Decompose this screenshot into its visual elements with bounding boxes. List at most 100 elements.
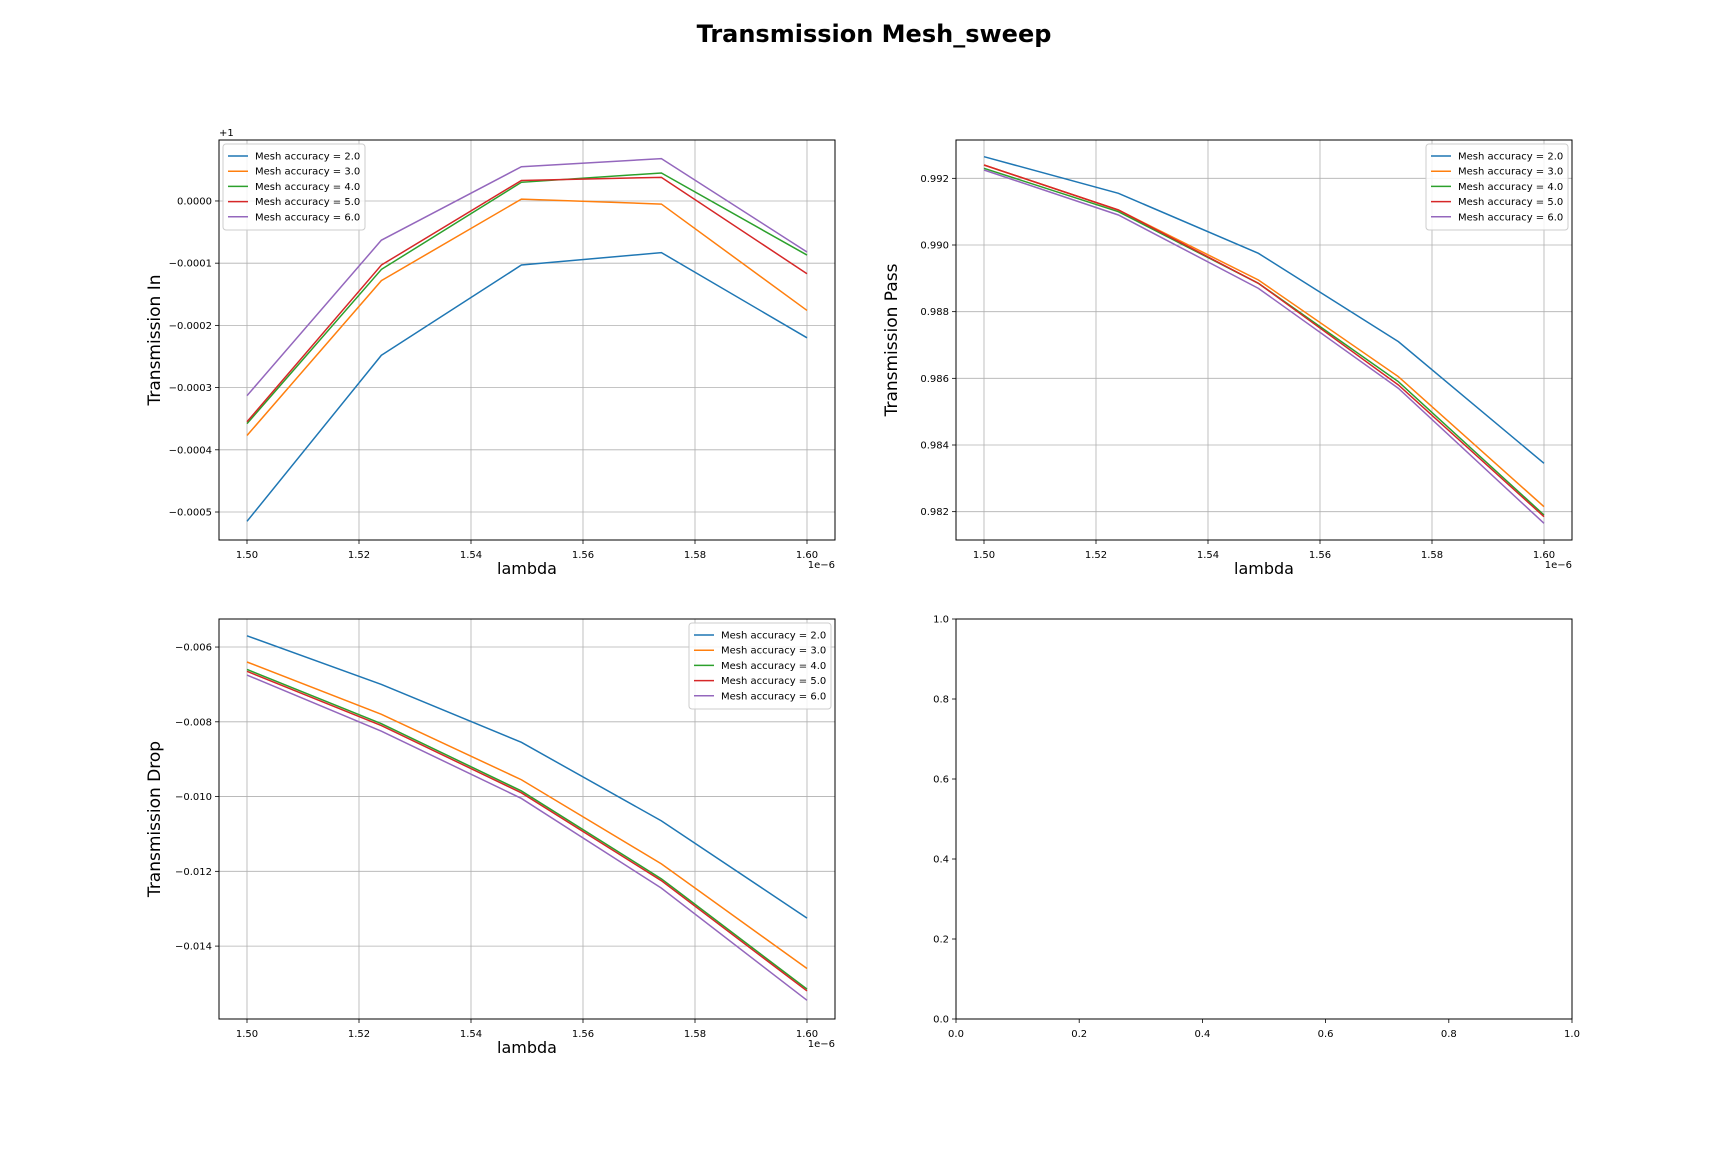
figure-title: Transmission Mesh_sweep <box>697 20 1052 48</box>
legend: Mesh accuracy = 2.0 Mesh accuracy = 3.0 Me… <box>1425 143 1569 231</box>
legend: Mesh accuracy = 2.0 Mesh accuracy = 3.0 Me… <box>688 622 832 710</box>
y-tick-label: −0.008 <box>175 717 212 728</box>
legend-label-5: Mesh accuracy = 6.0 <box>721 691 826 702</box>
series-line-4 <box>246 176 808 423</box>
y-tick-label: 0.4 <box>933 855 949 866</box>
axes-frame <box>955 139 1573 541</box>
x-tick-label: 1.52 <box>348 1029 370 1040</box>
panel-transmission-in: 1.50 1.52 1.54 1.56 1.58 1.60 0.0000 −0.0001 −0.… <box>145 128 836 578</box>
y-tick-label: −0.010 <box>175 792 212 803</box>
legend-label-4: Mesh accuracy = 5.0 <box>721 676 826 687</box>
series-line-2 <box>246 198 808 436</box>
y-tick-label: 0.988 <box>920 307 949 318</box>
series-line-1 <box>246 635 808 919</box>
series-line-5 <box>246 674 808 1001</box>
series-line-3 <box>246 172 808 425</box>
legend-box <box>1425 143 1569 231</box>
legend-label-2: Mesh accuracy = 3.0 <box>255 167 360 178</box>
panel-transmission-pass: 1.50 1.52 1.54 1.56 1.58 1.60 0.982 0.984 0.986 0… <box>882 139 1573 578</box>
x-axis-label: lambda <box>497 1038 557 1057</box>
x-tick-label: 1.60 <box>1533 550 1555 561</box>
x-tick-label: 1.50 <box>236 1029 258 1040</box>
y-tick-label: 0.8 <box>933 695 949 706</box>
x-tick-label: 0.8 <box>1441 1029 1457 1040</box>
x-offset-text: 1e−6 <box>808 560 835 571</box>
y-tick-label: 0.990 <box>920 241 949 252</box>
legend-label-1: Mesh accuracy = 2.0 <box>255 152 360 163</box>
x-tick-label: 1.56 <box>572 550 594 561</box>
legend-box <box>222 143 366 231</box>
x-tick-label: 1.50 <box>973 550 995 561</box>
axes-frame <box>218 618 836 1020</box>
x-tick-label: 1.52 <box>348 550 370 561</box>
y-tick-label: 0.0000 <box>177 196 212 207</box>
y-tick-label: −0.0004 <box>169 445 212 456</box>
y-tick-label: 0.2 <box>933 935 949 946</box>
x-offset-text: 1e−6 <box>1545 560 1572 571</box>
y-tick-label: −0.006 <box>175 643 212 654</box>
legend-label-3: Mesh accuracy = 4.0 <box>721 661 826 672</box>
legend-box <box>688 622 832 710</box>
x-tick-label: 1.0 <box>1564 1029 1580 1040</box>
x-axis-label: lambda <box>497 559 557 578</box>
x-tick-label: 1.60 <box>796 550 818 561</box>
axes-frame <box>955 618 1573 1020</box>
y-tick-label: −0.0003 <box>169 383 212 394</box>
legend-label-1: Mesh accuracy = 2.0 <box>1458 152 1563 163</box>
legend-label-5: Mesh accuracy = 6.0 <box>255 212 360 223</box>
legend-label-3: Mesh accuracy = 4.0 <box>1458 182 1563 193</box>
x-tick-label: 1.54 <box>1197 550 1219 561</box>
x-tick-label: 1.58 <box>684 550 706 561</box>
legend-label-1: Mesh accuracy = 2.0 <box>721 631 826 642</box>
x-tick-label: 1.50 <box>236 550 258 561</box>
series-line-5 <box>983 169 1545 524</box>
legend-label-4: Mesh accuracy = 5.0 <box>1458 197 1563 208</box>
series-line-2 <box>246 661 808 970</box>
x-tick-label: 0.0 <box>948 1029 964 1040</box>
series-line-4 <box>983 164 1545 518</box>
y-axis-label: Transmission In <box>145 274 165 406</box>
y-tick-label: −0.0001 <box>169 259 212 270</box>
legend-label-2: Mesh accuracy = 3.0 <box>721 646 826 657</box>
x-offset-text: 1e−6 <box>808 1039 835 1050</box>
x-tick-label: 1.56 <box>572 1029 594 1040</box>
x-tick-label: 1.54 <box>460 550 482 561</box>
series-line-5 <box>246 157 808 397</box>
y-tick-label: 0.982 <box>920 507 949 518</box>
x-tick-label: 1.58 <box>684 1029 706 1040</box>
x-axis-label: lambda <box>1234 559 1294 578</box>
y-tick-label: −0.014 <box>175 942 212 953</box>
legend-label-3: Mesh accuracy = 4.0 <box>255 182 360 193</box>
y-tick-label: −0.0005 <box>169 508 212 519</box>
y-axis-label: Transmission Drop <box>145 741 165 898</box>
x-tick-label: 1.60 <box>796 1029 818 1040</box>
legend-label-5: Mesh accuracy = 6.0 <box>1458 212 1563 223</box>
y-tick-label: 0.984 <box>920 441 949 452</box>
axes-frame <box>218 139 836 541</box>
x-tick-label: 1.58 <box>1421 550 1443 561</box>
y-axis-label: Transmission Pass <box>882 263 902 417</box>
series-line-4 <box>246 670 808 992</box>
x-tick-label: 0.6 <box>1318 1029 1334 1040</box>
y-offset-text: +1 <box>219 128 234 139</box>
y-tick-label: 0.6 <box>933 775 949 786</box>
series-line-3 <box>246 668 808 990</box>
series-line-1 <box>246 251 808 522</box>
legend: Mesh accuracy = 2.0 Mesh accuracy = 3.0 Me… <box>222 143 366 231</box>
y-tick-label: 0.992 <box>920 174 949 185</box>
x-tick-label: 0.2 <box>1071 1029 1087 1040</box>
y-tick-label: −0.0002 <box>169 321 212 332</box>
legend-label-4: Mesh accuracy = 5.0 <box>255 197 360 208</box>
y-tick-label: −0.012 <box>175 867 212 878</box>
y-tick-label: 1.0 <box>933 615 949 626</box>
x-tick-label: 1.54 <box>460 1029 482 1040</box>
x-tick-label: 0.4 <box>1194 1029 1210 1040</box>
panel-empty-axes: 0.0 0.2 0.4 0.6 0.8 1.0 0.0 0.2 0.4 0.6 0.8 1.0 <box>933 615 1580 1041</box>
legend-label-2: Mesh accuracy = 3.0 <box>1458 167 1563 178</box>
x-tick-label: 1.52 <box>1085 550 1107 561</box>
series-line-1 <box>983 155 1545 464</box>
x-tick-label: 1.56 <box>1309 550 1331 561</box>
y-tick-label: 0.0 <box>933 1015 949 1026</box>
panel-transmission-drop: 1.50 1.52 1.54 1.56 1.58 1.60 −0.006 −0.008 −0.0… <box>145 618 836 1057</box>
